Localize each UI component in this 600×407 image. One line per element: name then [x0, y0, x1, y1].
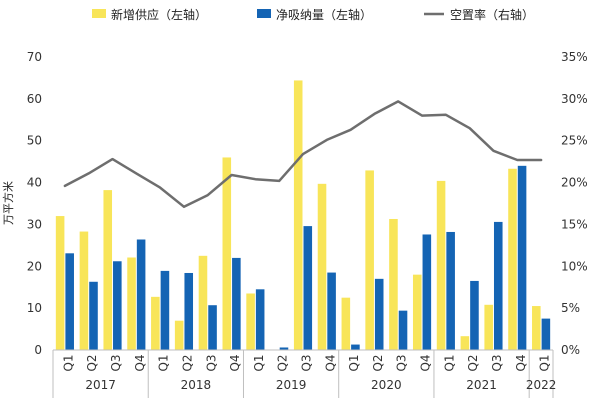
x-tick-label: Q4: [323, 354, 337, 371]
x-tick-label: Q1: [347, 354, 361, 371]
year-label: 2019: [276, 378, 307, 392]
y-right-tick-label: 15%: [561, 217, 588, 231]
absorption-bar: [446, 231, 455, 350]
x-tick-label: Q4: [133, 354, 147, 371]
absorption-bar: [517, 165, 527, 350]
supply-bar: [151, 296, 160, 350]
legend-label: 新增供应（左轴）: [111, 7, 207, 22]
x-tick-label: Q1: [252, 354, 266, 371]
x-tick-label: Q1: [538, 354, 552, 371]
x-tick-label: Q3: [204, 354, 218, 371]
absorption-bar: [541, 318, 551, 350]
supply-bar: [127, 257, 136, 350]
x-tick-label: Q4: [514, 354, 528, 371]
supply-bar: [246, 293, 255, 350]
y-left-tick-label: 70: [27, 50, 42, 64]
x-tick-label: Q4: [419, 354, 433, 371]
x-tick-label: Q3: [395, 354, 409, 371]
absorption-bar: [184, 272, 194, 350]
legend-swatch: [92, 9, 106, 18]
y-axis-left: 0 10 20 30 40 50 60 70: [27, 50, 42, 357]
y-right-tick-label: 20%: [561, 176, 588, 190]
y-right-tick-label: 30%: [561, 92, 588, 106]
year-label: 2020: [371, 378, 402, 392]
supply-bar: [412, 274, 422, 350]
y-axis-title: 万平方米: [1, 181, 15, 225]
supply-bar: [293, 80, 303, 350]
y-left-tick-label: 20: [27, 259, 42, 273]
bars: [55, 80, 551, 350]
legend-swatch: [257, 9, 271, 18]
supply-bar: [436, 180, 446, 350]
absorption-bar: [113, 261, 122, 350]
supply-bar: [365, 170, 374, 350]
y-right-tick-label: 0%: [561, 343, 580, 357]
year-label: 2018: [181, 378, 212, 392]
y-left-tick-label: 30: [27, 217, 42, 231]
year-label: 2021: [466, 378, 497, 392]
year-label: 2022: [526, 378, 557, 392]
x-tick-label: Q3: [109, 354, 123, 371]
x-tick-label: Q2: [85, 354, 99, 371]
x-axis: Q1 Q2 Q3 Q4 Q1 Q2 Q3 Q4 Q1 Q2 Q3 Q4 Q1 Q2 Q3 Q4 Q1 Q2 Q3 Q4…: [52, 349, 557, 398]
x-tick-label: Q2: [371, 354, 385, 371]
absorption-bar: [470, 280, 479, 350]
supply-bar: [532, 306, 541, 350]
vacancy-line: [63, 100, 543, 209]
y-axis-right: 0% 5% 10% 15% 20% 25% 30% 35%: [561, 50, 588, 357]
x-tick-label: Q1: [442, 354, 456, 371]
supply-bar: [341, 297, 351, 350]
supply-bar: [198, 255, 208, 350]
legend: 新增供应（左轴） 净吸纳量（左轴） 空置率（右轴）: [92, 7, 534, 22]
y-left-tick-label: 40: [27, 176, 42, 190]
absorption-bar: [327, 272, 336, 350]
absorption-bar: [422, 234, 432, 350]
absorption-bar: [160, 270, 170, 350]
supply-bar: [174, 320, 184, 350]
x-tick-label: Q3: [300, 354, 314, 371]
supply-bar: [508, 168, 517, 350]
absorption-bar: [255, 289, 265, 350]
absorption-bar: [279, 347, 289, 350]
x-tick-label: Q2: [276, 354, 290, 371]
absorption-bar: [89, 281, 98, 350]
absorption-bar: [65, 253, 74, 350]
absorption-bar: [136, 239, 146, 350]
legend-label: 净吸纳量（左轴）: [276, 7, 372, 22]
x-tick-label: Q4: [228, 354, 242, 371]
y-left-tick-label: 10: [27, 301, 42, 315]
y-left-tick-label: 60: [27, 92, 42, 106]
y-left-tick-label: 0: [34, 343, 42, 357]
supply-bar: [55, 216, 65, 350]
y-right-tick-label: 10%: [561, 259, 588, 273]
absorption-bar: [493, 221, 503, 350]
absorption-bar: [303, 226, 313, 350]
x-tick-label: Q1: [157, 354, 171, 371]
year-label: 2017: [85, 378, 116, 392]
x-tick-label: Q2: [466, 354, 480, 371]
x-tick-label: Q1: [61, 354, 75, 371]
absorption-bar: [351, 344, 360, 350]
supply-bar: [389, 218, 398, 350]
x-tick-label: Q2: [180, 354, 194, 371]
absorption-bar: [208, 305, 217, 350]
y-left-tick-label: 50: [27, 134, 42, 148]
absorption-bar: [398, 310, 408, 350]
x-tick-label: Q3: [490, 354, 504, 371]
supply-bar: [222, 157, 232, 350]
vacancy-rate-line: [63, 100, 543, 209]
supply-bar: [79, 231, 89, 350]
supply-bar: [484, 304, 493, 350]
supply-bar: [103, 190, 113, 350]
y-right-tick-label: 25%: [561, 134, 588, 148]
absorption-bar: [232, 257, 241, 350]
supply-bar: [460, 336, 470, 350]
legend-label: 空置率（右轴）: [450, 7, 534, 22]
absorption-bar: [374, 278, 384, 350]
supply-bar: [317, 183, 327, 350]
y-right-tick-label: 5%: [561, 301, 580, 315]
y-right-tick-label: 35%: [561, 50, 588, 64]
